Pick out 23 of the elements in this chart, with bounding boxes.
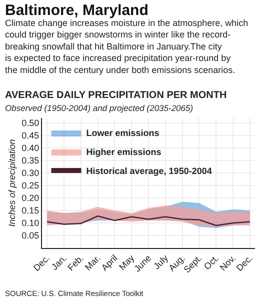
x-tick-label: Dec. — [234, 252, 255, 274]
text: Observed (1950-2004) and projected (2035-2065) — [5, 103, 194, 113]
legend-label: Higher emissions — [86, 147, 162, 158]
legend-label: Historical average, 1950-2004 — [86, 166, 212, 176]
y-tick-label: 0.10 — [22, 218, 40, 228]
y-tick-label: 0.40 — [22, 143, 40, 154]
y-tick-label: 0.30 — [22, 168, 40, 178]
legend-label: Lower emissions — [86, 128, 160, 138]
y-tick-label: 0.35 — [22, 156, 40, 166]
x-tick-label: Dec. — [32, 252, 52, 274]
chart-subtitle: Climate change increases moisture in the atmosphere, which could trigger bigger snowstorms in winter like the record-breaking snowfall that hit Baltimore in January.The city is expected to face increased precipitation year-round by the middle of the century under both emissions scenarios. — [5, 18, 248, 75]
x-tick-label: July — [152, 252, 170, 272]
y-tick-label: 0.50 — [22, 118, 40, 128]
x-tick-label: Oct. — [202, 252, 221, 272]
y-tick-label: 0.45 — [22, 130, 40, 141]
y-tick-label: 0.20 — [22, 193, 40, 204]
y-tick-label: 0.25 — [22, 180, 40, 191]
y-tick-label: 0.15 — [22, 206, 40, 216]
x-tick-label: Mar. — [82, 252, 102, 272]
y-tick-label: 0.05 — [22, 230, 40, 241]
y-axis-title: Inches of precipitation — [6, 139, 17, 227]
text: AVERAGE DAILY PRECIPITATION PER MONTH — [5, 90, 227, 101]
chart-title: Baltimore, Maryland — [5, 2, 148, 19]
